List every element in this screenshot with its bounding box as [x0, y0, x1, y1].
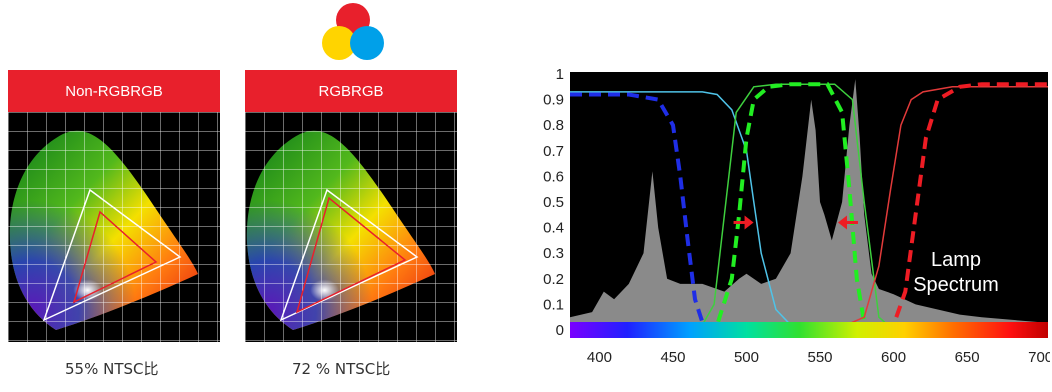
x-tick-label: 650	[955, 349, 980, 366]
ntsc-triangle	[279, 188, 419, 322]
y-tick-label: 0.9	[543, 92, 564, 109]
spectrum-chart: 0 0.1 0.2 0.3 0.4 0.5 0.6 0.7 0.8 0.9 1 400 450 500 5…	[543, 66, 1050, 366]
venn-cyan-circle	[350, 26, 384, 60]
panel-header: RGBRGB	[245, 70, 457, 112]
y-tick-label: 0	[556, 322, 564, 339]
x-tick-label: 550	[808, 349, 833, 366]
y-tick-label: 0.2	[543, 271, 564, 288]
y-tick-label: 0.5	[543, 194, 564, 211]
rgb-venn-icon	[322, 3, 384, 60]
y-tick-label: 0.4	[543, 220, 564, 237]
y-tick-label: 0.1	[543, 296, 564, 313]
lamp-spectrum-label-line2: Spectrum	[913, 274, 999, 296]
gamut-panel-non-rgbrgb: Non-RGBRGB	[8, 70, 220, 342]
x-tick-label: 400	[587, 349, 612, 366]
display-gamut-triangle	[72, 210, 158, 304]
dashed-filter-curve-4	[701, 82, 880, 332]
x-tick-label: 600	[881, 349, 906, 366]
x-tick-label: 700	[1028, 349, 1050, 366]
y-tick-label: 0.6	[543, 168, 564, 185]
cie-gamut-diagram	[8, 112, 220, 342]
shift-arrow-right	[733, 215, 754, 230]
x-tick-label: 450	[660, 349, 685, 366]
visible-spectrum-bar	[570, 322, 1048, 338]
solid-filter-curve-3	[672, 83, 895, 331]
ntsc-caption-non-rgbrgb: 55% NTSC比	[65, 360, 159, 378]
ntsc-caption-rgbrgb: 72 % NTSC比	[292, 360, 391, 378]
display-gamut-triangle	[295, 196, 407, 314]
panel-header: Non-RGBRGB	[8, 70, 220, 112]
cie-gamut-diagram	[245, 112, 457, 342]
venn-yellow-circle	[322, 26, 356, 60]
lamp-spectrum-label-line1: Lamp	[931, 249, 981, 271]
y-tick-label: 1	[556, 66, 564, 83]
gamut-panel-rgbrgb: RGBRGB	[245, 70, 457, 342]
dashed-filter-curve-6	[863, 82, 1048, 332]
y-tick-label: 0.7	[543, 143, 564, 160]
shift-arrow-left	[837, 215, 858, 230]
y-tick-label: 0.3	[543, 245, 564, 262]
lamp-spectrum-area	[570, 79, 1048, 330]
y-tick-label: 0.8	[543, 117, 564, 134]
solid-filter-curve-5	[834, 86, 1048, 331]
ntsc-triangle	[42, 188, 182, 322]
x-tick-label: 500	[734, 349, 759, 366]
